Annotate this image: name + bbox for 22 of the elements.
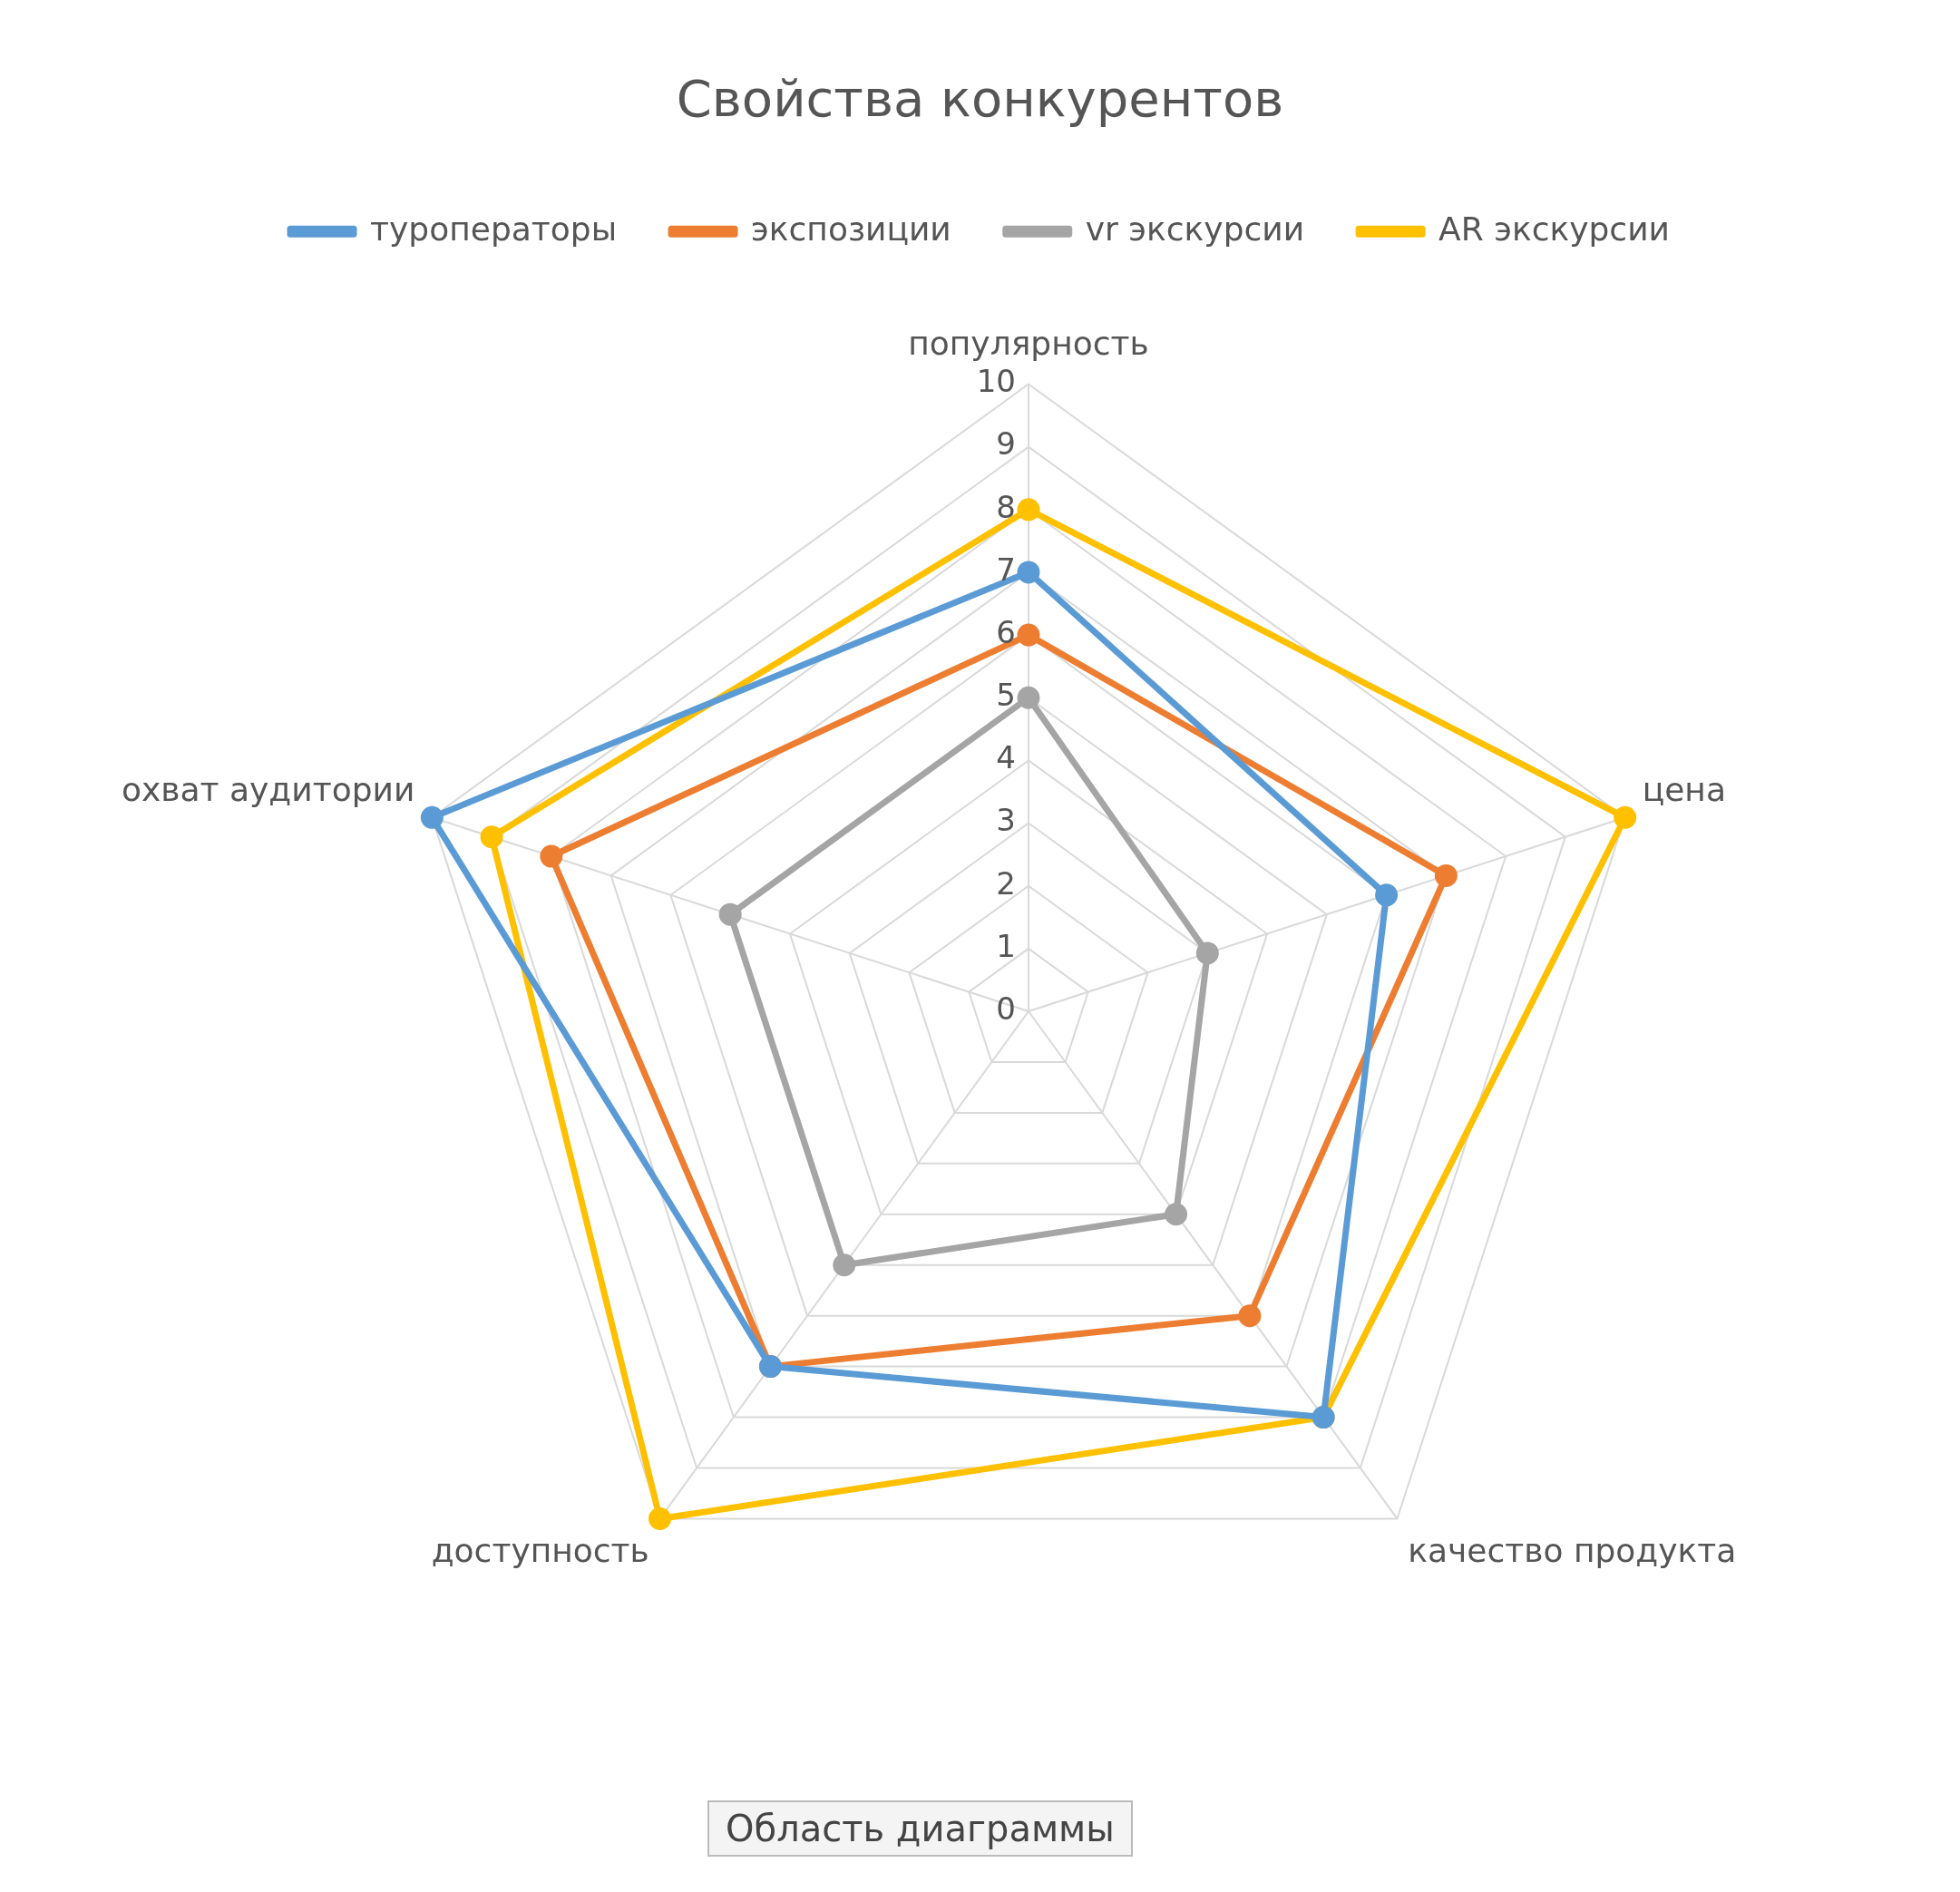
y-tick-label: 5 xyxy=(996,677,1016,714)
y-tick-label: 10 xyxy=(976,363,1016,400)
y-tick-label: 9 xyxy=(996,425,1016,463)
y-tick-label: 4 xyxy=(996,739,1016,776)
y-tick-label: 1 xyxy=(996,927,1016,964)
spoke-label: качество продукта xyxy=(1408,1531,1737,1569)
legend-label: AR экскурсии xyxy=(1438,210,1670,248)
spoke-label: цена xyxy=(1642,770,1726,808)
y-tick-label: 2 xyxy=(996,864,1016,902)
spoke-label: охват аудитории xyxy=(121,770,415,808)
y-tick-label: 0 xyxy=(996,990,1016,1027)
legend-label: туроператоры xyxy=(370,210,618,248)
text: Область диаграммы xyxy=(707,1800,1133,1857)
spoke-label: популярность xyxy=(908,325,1149,363)
y-tick-label: 6 xyxy=(996,613,1016,650)
y-tick-label: 3 xyxy=(996,802,1016,839)
y-tick-label: 7 xyxy=(996,551,1016,588)
y-tick-label: 8 xyxy=(996,488,1016,525)
legend-label: vr экскурсии xyxy=(1085,210,1305,248)
legend-label: экспозиции xyxy=(751,210,951,248)
chart-title: Свойства конкурентов xyxy=(676,69,1284,129)
spoke-label: доступность xyxy=(431,1531,649,1569)
